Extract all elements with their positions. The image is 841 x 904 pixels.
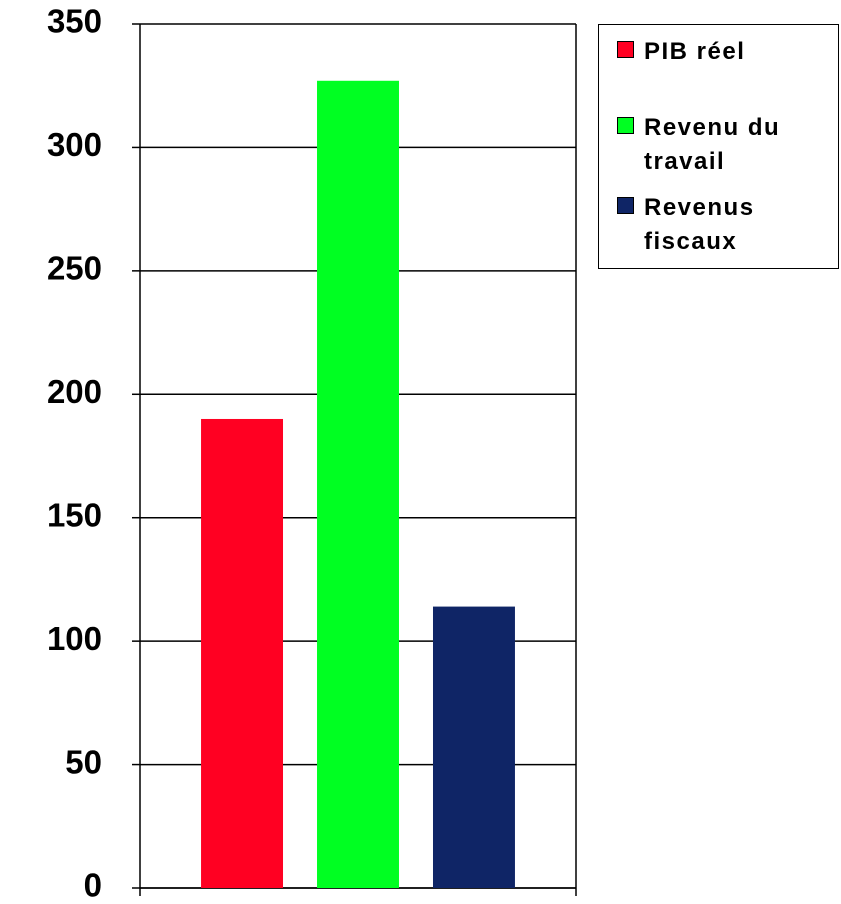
legend-label: PIB réel [644,38,746,65]
bar [201,418,284,888]
legend-label: Revenus fiscaux [644,194,755,255]
y-tick-label: 300 [47,126,102,163]
legend-label: Revenu du travail [644,114,781,175]
bar [317,80,399,888]
y-tick-label: 150 [47,496,102,533]
legend-swatch [617,197,634,214]
legend: PIB réel Revenu du travail Revenus fiscaux [598,24,839,269]
y-tick-label: 50 [65,743,102,780]
y-tick-label: 200 [47,373,102,410]
legend-swatch [617,41,634,58]
legend-entry: Revenus fiscaux [617,191,839,259]
bar [432,606,515,888]
y-tick-label: 0 [84,867,102,904]
legend-swatch [617,117,634,134]
legend-entry: PIB réel [617,35,839,69]
y-tick-label: 100 [47,620,102,657]
y-tick-label: 350 [47,3,102,40]
y-tick-label: 250 [47,250,102,287]
legend-entry: Revenu du travail [617,111,839,179]
